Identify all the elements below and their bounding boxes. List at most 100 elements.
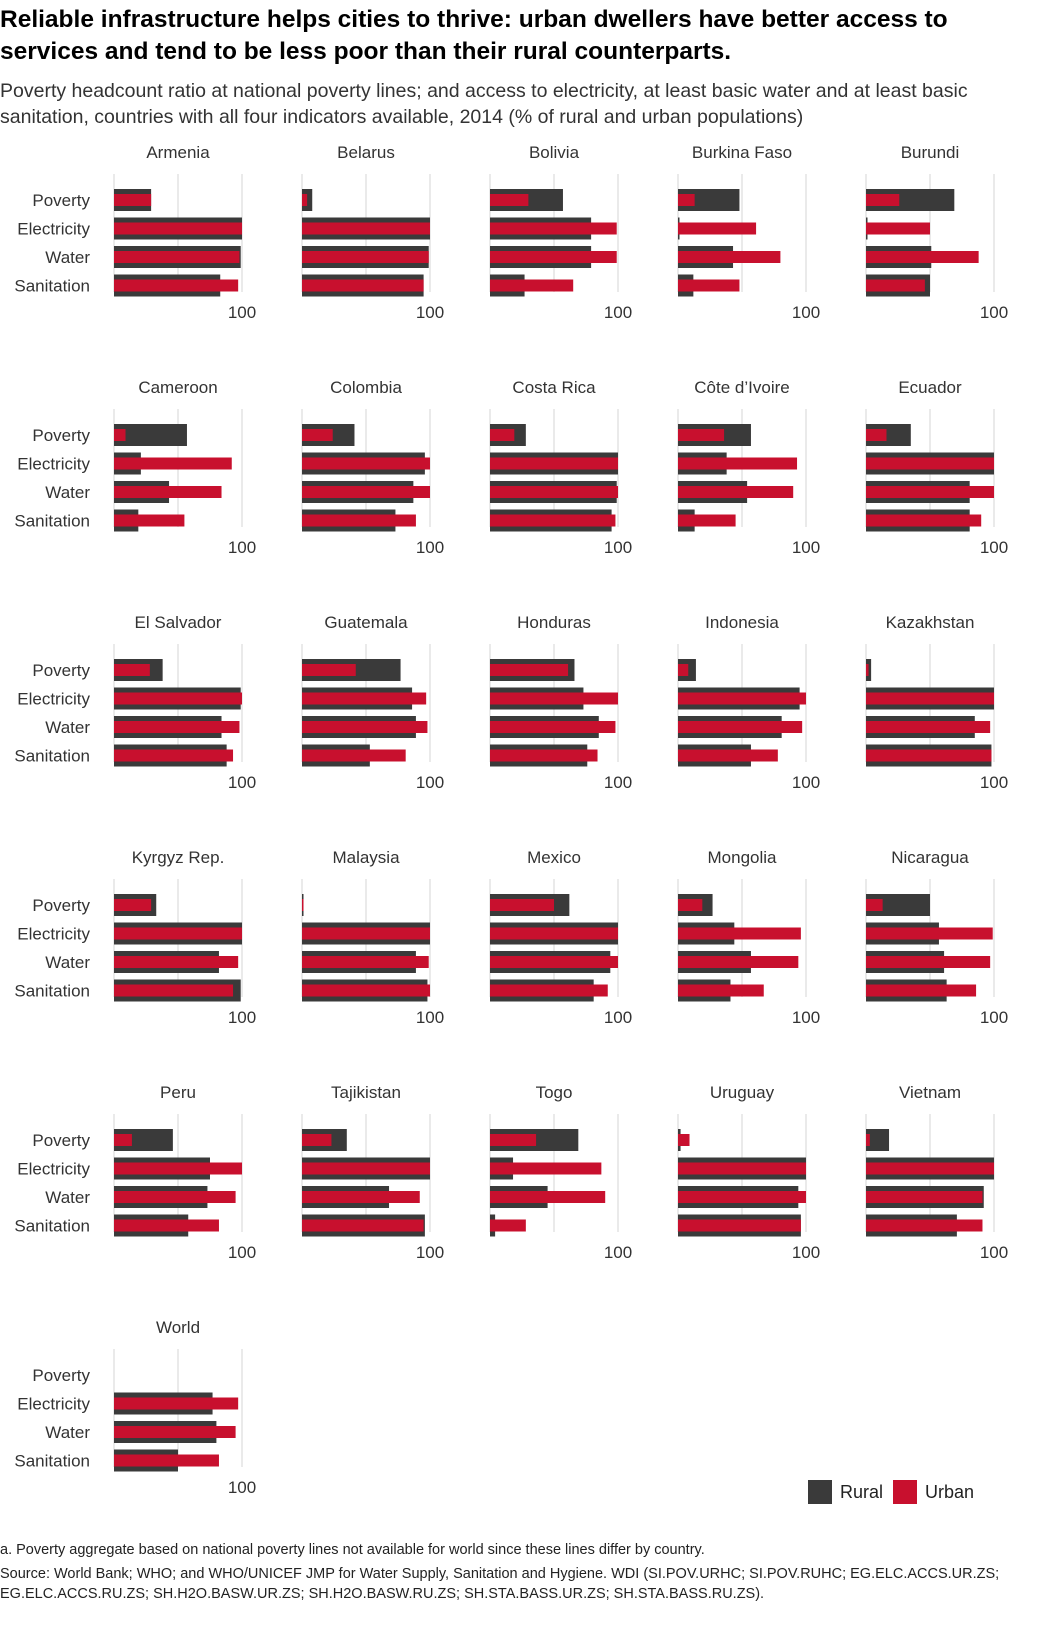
bar-urban-water-bolivia — [490, 251, 617, 263]
category-label-water-kyrgyz-rep: Water — [45, 953, 90, 972]
bar-urban-sanitation-guatemala — [302, 749, 406, 762]
panel-title-honduras: Honduras — [517, 613, 591, 632]
tick-label-100-togo: 100 — [604, 1243, 632, 1262]
category-label-poverty-world: Poverty — [32, 1366, 90, 1385]
bar-urban-electricity-mexico — [490, 927, 618, 940]
bar-urban-water-mongolia — [678, 956, 799, 968]
bar-urban-poverty-bolivia — [490, 194, 529, 206]
bar-urban-water-kazakhstan — [866, 721, 991, 733]
bar-urban-poverty-indonesia — [678, 664, 689, 676]
bar-urban-sanitation-costa-rica — [490, 514, 616, 527]
bar-urban-electricity-vietnam — [866, 1162, 994, 1175]
bar-urban-poverty-armenia — [114, 194, 152, 206]
bar-urban-sanitation-bolivia — [490, 279, 574, 292]
footnote: a. Poverty aggregate based on national p… — [0, 1542, 705, 1558]
category-label-electricity-world: Electricity — [17, 1395, 90, 1414]
category-label-water-world: Water — [45, 1423, 90, 1442]
panel-title-bolivia: Bolivia — [529, 143, 580, 162]
bar-urban-sanitation-armenia — [114, 279, 239, 292]
bar-urban-water-peru — [114, 1191, 236, 1203]
bar-urban-poverty-kazakhstan — [866, 664, 869, 676]
panel-title-mexico: Mexico — [527, 848, 581, 867]
tick-label-100-mongolia: 100 — [792, 1008, 820, 1027]
panel-title-mongolia: Mongolia — [708, 848, 778, 867]
bar-urban-electricity-costa-rica — [490, 457, 618, 470]
bar-urban-sanitation-vietnam — [866, 1219, 983, 1232]
bar-urban-electricity-world — [114, 1397, 239, 1410]
tick-label-100-kazakhstan: 100 — [980, 773, 1008, 792]
bar-urban-poverty-peru — [114, 1134, 132, 1146]
bar-urban-sanitation-cote-d-ivoire — [678, 514, 736, 527]
bar-urban-electricity-burundi — [866, 222, 930, 235]
bar-urban-poverty-nicaragua — [866, 899, 883, 911]
category-label-sanitation-el-salvador: Sanitation — [14, 747, 90, 766]
bar-urban-water-colombia — [302, 486, 430, 498]
bar-urban-water-malaysia — [302, 956, 429, 968]
small-multiples-chart: Armenia Poverty Electricity Water Sanitation… — [0, 140, 1056, 1540]
source-note: Source: World Bank; WHO; and WHO/UNICEF … — [0, 1566, 1000, 1602]
panel-title-uruguay: Uruguay — [710, 1083, 775, 1102]
bar-urban-electricity-burkina-faso — [678, 222, 757, 235]
bar-urban-water-el-salvador — [114, 721, 240, 733]
category-label-sanitation-kyrgyz-rep: Sanitation — [14, 982, 90, 1001]
panel-title-costa-rica: Costa Rica — [512, 378, 596, 397]
category-label-electricity-armenia: Electricity — [17, 220, 90, 239]
category-label-water-armenia: Water — [45, 248, 90, 267]
category-label-poverty-kyrgyz-rep: Poverty — [32, 896, 90, 915]
category-label-water-el-salvador: Water — [45, 718, 90, 737]
bar-urban-sanitation-mongolia — [678, 984, 764, 997]
tick-label-100-malaysia: 100 — [416, 1008, 444, 1027]
bar-urban-poverty-cameroon — [114, 429, 126, 441]
category-label-electricity-peru: Electricity — [17, 1160, 90, 1179]
tick-label-100-ecuador: 100 — [980, 538, 1008, 557]
bar-urban-poverty-burundi — [866, 194, 900, 206]
tick-label-100-peru: 100 — [228, 1243, 256, 1262]
panel-title-cameroon: Cameroon — [138, 378, 217, 397]
bar-urban-sanitation-honduras — [490, 749, 598, 762]
panel-title-indonesia: Indonesia — [705, 613, 779, 632]
panel-title-el-salvador: El Salvador — [135, 613, 222, 632]
chart-subtitle: Poverty headcount ratio at national pove… — [0, 80, 968, 128]
bar-urban-poverty-uruguay — [678, 1134, 690, 1146]
bar-urban-water-uruguay — [678, 1191, 806, 1203]
bar-urban-electricity-armenia — [114, 222, 242, 235]
bar-urban-water-burundi — [866, 251, 979, 263]
bar-urban-poverty-tajikistan — [302, 1134, 332, 1146]
bar-urban-sanitation-indonesia — [678, 749, 778, 762]
bar-urban-water-vietnam — [866, 1191, 983, 1203]
category-label-sanitation-peru: Sanitation — [14, 1217, 90, 1236]
bar-urban-water-kyrgyz-rep — [114, 956, 239, 968]
tick-label-100-armenia: 100 — [228, 303, 256, 322]
bar-urban-poverty-mexico — [490, 899, 554, 911]
chart-title: Reliable infrastructure helps cities to … — [0, 6, 948, 65]
panel-title-world: World — [156, 1318, 200, 1337]
bar-urban-poverty-ecuador — [866, 429, 887, 441]
bar-urban-electricity-colombia — [302, 457, 430, 470]
category-label-poverty-peru: Poverty — [32, 1131, 90, 1150]
category-label-electricity-cameroon: Electricity — [17, 455, 90, 474]
bar-urban-water-tajikistan — [302, 1191, 420, 1203]
tick-label-100-nicaragua: 100 — [980, 1008, 1008, 1027]
bar-urban-electricity-indonesia — [678, 692, 806, 705]
bar-urban-sanitation-burundi — [866, 279, 925, 292]
panel-title-burundi: Burundi — [901, 143, 960, 162]
tick-label-100-cote-d-ivoire: 100 — [792, 538, 820, 557]
category-label-electricity-kyrgyz-rep: Electricity — [17, 925, 90, 944]
bar-urban-water-armenia — [114, 251, 240, 263]
bar-urban-poverty-togo — [490, 1134, 537, 1146]
tick-label-100-belarus: 100 — [416, 303, 444, 322]
panel-title-malaysia: Malaysia — [332, 848, 400, 867]
bar-urban-water-cote-d-ivoire — [678, 486, 794, 498]
bar-urban-water-belarus — [302, 251, 429, 263]
bar-urban-water-ecuador — [866, 486, 994, 498]
panel-title-tajikistan: Tajikistan — [331, 1083, 401, 1102]
bar-urban-sanitation-kyrgyz-rep — [114, 984, 234, 997]
category-label-sanitation-cameroon: Sanitation — [14, 512, 90, 531]
bar-urban-electricity-ecuador — [866, 457, 994, 470]
category-label-poverty-cameroon: Poverty — [32, 426, 90, 445]
bar-urban-electricity-nicaragua — [866, 927, 993, 940]
bar-rural-poverty-vietnam — [866, 1129, 890, 1151]
tick-label-100-kyrgyz-rep: 100 — [228, 1008, 256, 1027]
panel-title-burkina-faso: Burkina Faso — [692, 143, 792, 162]
bar-rural-poverty-cameroon — [114, 424, 187, 446]
